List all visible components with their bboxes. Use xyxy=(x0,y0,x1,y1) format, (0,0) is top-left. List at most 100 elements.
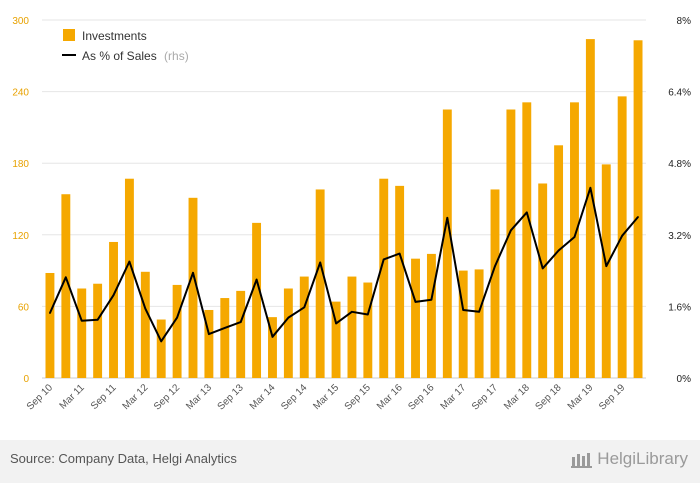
point-sales-pct xyxy=(589,187,592,189)
point-sales-pct xyxy=(128,260,131,263)
legend-label-rhs-note: (rhs) xyxy=(164,49,189,63)
legend-label-investments: Investments xyxy=(82,29,147,43)
bar-investments xyxy=(188,197,198,378)
point-sales-pct xyxy=(49,312,51,314)
point-sales-pct xyxy=(605,265,608,267)
bar-investments xyxy=(538,183,548,378)
bar-investments xyxy=(363,282,373,378)
point-sales-pct xyxy=(573,236,576,238)
point-sales-pct xyxy=(303,306,306,309)
x-axis-tick-label: Sep 12 xyxy=(152,382,182,412)
right-axis-ticks: 0% 1.6% 3.2% 4.8% 6.4% 8% xyxy=(668,16,691,385)
point-sales-pct xyxy=(478,310,480,313)
point-sales-pct xyxy=(287,316,290,319)
point-sales-pct xyxy=(223,327,226,329)
footer: Source: Company Data, Helgi Analytics He… xyxy=(0,440,700,483)
bar-investments xyxy=(554,145,564,378)
bar-investments xyxy=(474,269,484,378)
x-axis-tick-label: Sep 14 xyxy=(279,382,309,412)
right-axis-tick-label: 6.4% xyxy=(668,88,691,99)
bar-investments xyxy=(172,284,182,378)
point-sales-pct xyxy=(96,319,99,321)
bar-investments xyxy=(506,109,516,378)
point-sales-pct xyxy=(80,319,83,322)
point-sales-pct xyxy=(239,321,242,323)
point-sales-pct xyxy=(192,272,194,274)
x-axis-tick-label: Mar 17 xyxy=(439,382,469,412)
legend: Investments As % of Sales (rhs) xyxy=(62,29,189,63)
point-sales-pct xyxy=(430,298,433,301)
point-sales-pct xyxy=(510,229,512,232)
bar-investments xyxy=(93,283,103,378)
bar-investments xyxy=(140,271,150,378)
point-sales-pct xyxy=(494,265,496,267)
bar-investments xyxy=(442,109,452,378)
x-axis-tick-label: Sep 17 xyxy=(470,382,500,412)
point-sales-pct xyxy=(319,261,321,264)
x-axis-tick-label: Sep 10 xyxy=(25,382,55,412)
x-axis-tick-label: Sep 18 xyxy=(534,382,564,412)
point-sales-pct xyxy=(367,313,369,316)
right-axis-tick-label: 8% xyxy=(677,16,692,27)
left-axis-tick-label: 240 xyxy=(12,88,29,99)
brand-name: HelgiLibrary xyxy=(597,449,688,468)
x-axis-tick-label: Sep 19 xyxy=(597,382,627,412)
bar-investments xyxy=(490,189,500,378)
bar-investments xyxy=(522,102,532,378)
library-icon xyxy=(571,453,593,468)
x-axis-tick-label: Sep 13 xyxy=(216,382,246,412)
x-axis-ticks: Sep 10 Mar 11 Sep 11 Mar 12 Sep 12 Mar 13 Sep … xyxy=(25,382,628,413)
bar-series xyxy=(45,39,643,379)
bar-investments xyxy=(220,298,230,378)
x-axis-tick-label: Sep 16 xyxy=(406,382,436,412)
bar-investments xyxy=(156,319,166,378)
point-sales-pct xyxy=(541,267,544,270)
bar-investments xyxy=(236,290,246,378)
right-axis-tick-label: 4.8% xyxy=(668,159,691,170)
bar-investments xyxy=(570,102,579,378)
point-sales-pct xyxy=(65,276,67,279)
legend-swatch-investments xyxy=(63,29,75,41)
point-sales-pct xyxy=(176,316,178,319)
bar-investments xyxy=(299,276,309,378)
bar-investments xyxy=(124,178,134,378)
bar-investments xyxy=(458,270,468,378)
bar-investments xyxy=(347,276,357,378)
bar-investments xyxy=(411,258,420,378)
line-series xyxy=(48,186,639,343)
x-axis-tick-label: Mar 11 xyxy=(58,382,88,412)
bar-investments xyxy=(109,241,118,378)
bar-investments xyxy=(633,40,643,378)
x-axis-tick-label: Sep 15 xyxy=(343,382,373,412)
x-axis-tick-label: Mar 13 xyxy=(184,382,214,412)
bar-investments xyxy=(395,185,405,378)
left-axis-ticks: 0 60 120 180 240 300 xyxy=(12,16,29,385)
right-axis-tick-label: 1.6% xyxy=(668,302,691,313)
point-sales-pct xyxy=(351,310,353,313)
bar-investments xyxy=(61,194,71,378)
bar-investments xyxy=(283,288,293,378)
point-sales-pct xyxy=(398,252,401,255)
point-sales-pct xyxy=(208,333,210,335)
point-sales-pct xyxy=(637,216,639,218)
x-axis-tick-label: Mar 15 xyxy=(311,382,341,412)
legend-label-sales-pct: As % of Sales (rhs) xyxy=(82,49,189,63)
bar-investments xyxy=(379,178,389,378)
point-sales-pct xyxy=(382,258,385,261)
point-sales-pct xyxy=(335,322,337,325)
x-axis-tick-label: Mar 16 xyxy=(375,382,405,412)
line-sales-pct xyxy=(48,186,639,343)
point-sales-pct xyxy=(112,294,115,297)
left-axis-tick-label: 0 xyxy=(23,374,29,385)
bar-investments xyxy=(252,222,262,378)
bar-investments xyxy=(331,301,341,378)
left-axis-tick-label: 300 xyxy=(12,16,29,27)
point-sales-pct xyxy=(144,307,147,310)
bar-investments xyxy=(601,164,611,378)
bar-investments xyxy=(45,272,55,378)
point-sales-pct xyxy=(525,211,528,214)
point-sales-pct xyxy=(271,336,274,338)
left-axis-tick-label: 120 xyxy=(12,231,29,242)
bar-investments xyxy=(426,253,436,378)
left-axis-tick-label: 60 xyxy=(18,302,30,313)
